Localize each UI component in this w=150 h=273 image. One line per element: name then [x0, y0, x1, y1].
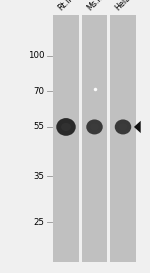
Polygon shape [134, 121, 141, 133]
Text: 25: 25 [33, 218, 44, 227]
Bar [53, 15, 79, 262]
Text: 55: 55 [33, 123, 44, 131]
Ellipse shape [56, 118, 76, 136]
Ellipse shape [115, 120, 131, 134]
Ellipse shape [86, 120, 103, 134]
Bar [110, 15, 136, 262]
Ellipse shape [90, 124, 99, 130]
Ellipse shape [119, 124, 127, 130]
Bar [82, 15, 107, 262]
Text: Rt.liver: Rt.liver [56, 0, 83, 12]
Ellipse shape [61, 123, 71, 131]
Text: Hela: Hela [114, 0, 133, 12]
Text: Ms.liver: Ms.liver [85, 0, 114, 12]
Text: 70: 70 [33, 87, 44, 96]
Text: 100: 100 [28, 52, 44, 60]
Text: 35: 35 [33, 172, 44, 180]
